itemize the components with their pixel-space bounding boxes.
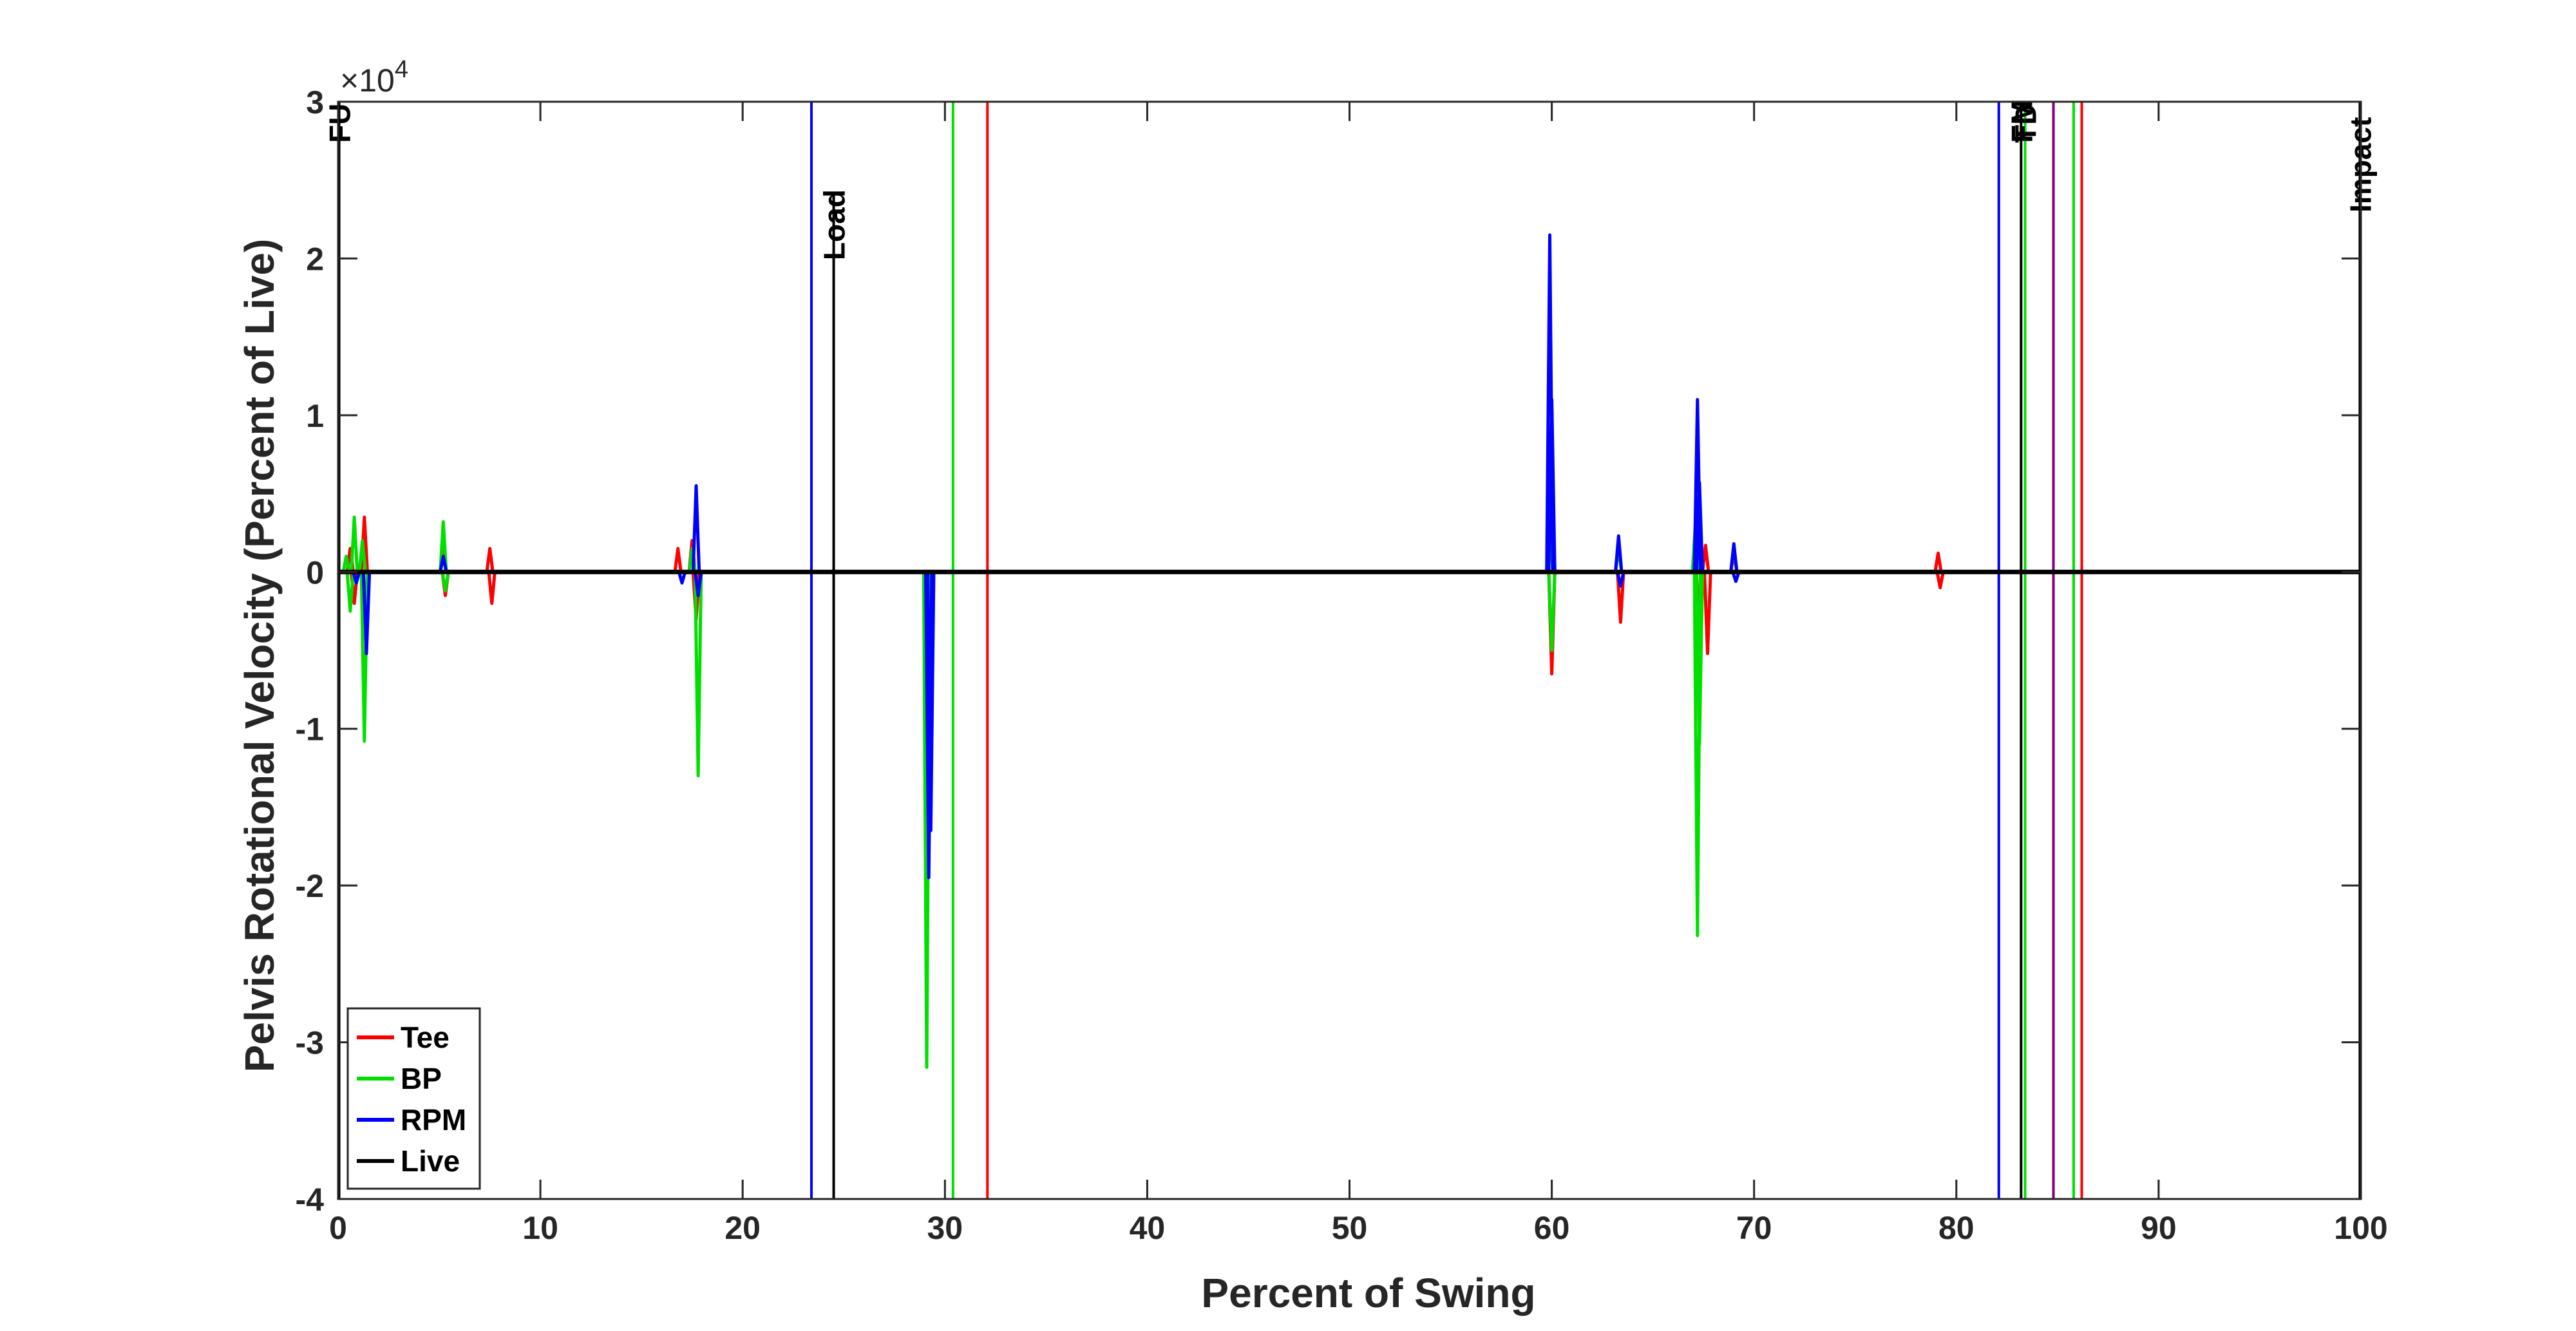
x-tick-label: 20 [724, 1210, 761, 1246]
x-axis-ticks: 0 10 20 30 40 50 60 70 80 90 100 [329, 102, 2388, 1246]
x-tick-label: 80 [1938, 1210, 1975, 1246]
event-label-fu: FU [323, 104, 357, 143]
y-tick-label: -2 [296, 868, 324, 904]
event-label-load: Load [818, 189, 851, 260]
x-tick-label: 30 [927, 1210, 963, 1246]
x-tick-label: 50 [1332, 1210, 1368, 1246]
x-tick-label: 100 [2334, 1210, 2387, 1246]
legend-label-tee: Tee [401, 1021, 450, 1054]
x-tick-label: 40 [1130, 1210, 1166, 1246]
y-tick-label: -3 [296, 1025, 324, 1061]
y-tick-label: 3 [306, 84, 324, 120]
y-tick-label: -4 [296, 1182, 325, 1218]
legend: Tee BP RPM Live [346, 1007, 481, 1190]
x-axis-label: Percent of Swing [1201, 1270, 1535, 1316]
event-label-fm: FM [2005, 100, 2038, 143]
x-tick-label: 0 [329, 1210, 347, 1246]
legend-label-rpm: RPM [401, 1103, 466, 1137]
y-tick-label: -1 [296, 712, 324, 748]
x-tick-label: 10 [522, 1210, 558, 1246]
y-tick-label: 2 [306, 241, 324, 277]
x-tick-label: 90 [2141, 1210, 2177, 1246]
y-axis-ticks: -4 -3 -2 -1 0 1 2 3 [296, 84, 2361, 1218]
y-axis-exponent-power: 4 [395, 56, 408, 83]
x-tick-label: 70 [1736, 1210, 1772, 1246]
legend-box [346, 1007, 481, 1190]
x-tick-label: 60 [1534, 1210, 1570, 1246]
y-axis-label: Pelvis Rotational Velocity (Percent of L… [236, 239, 283, 1073]
legend-label-bp: BP [401, 1062, 442, 1095]
event-label-td: TD [2009, 104, 2043, 143]
legend-label-live: Live [401, 1144, 460, 1178]
y-tick-label: 0 [306, 554, 324, 590]
y-axis-exponent: ×104 [340, 56, 408, 99]
y-axis-exponent-base: ×10 [340, 62, 395, 99]
y-tick-label: 1 [306, 398, 324, 434]
